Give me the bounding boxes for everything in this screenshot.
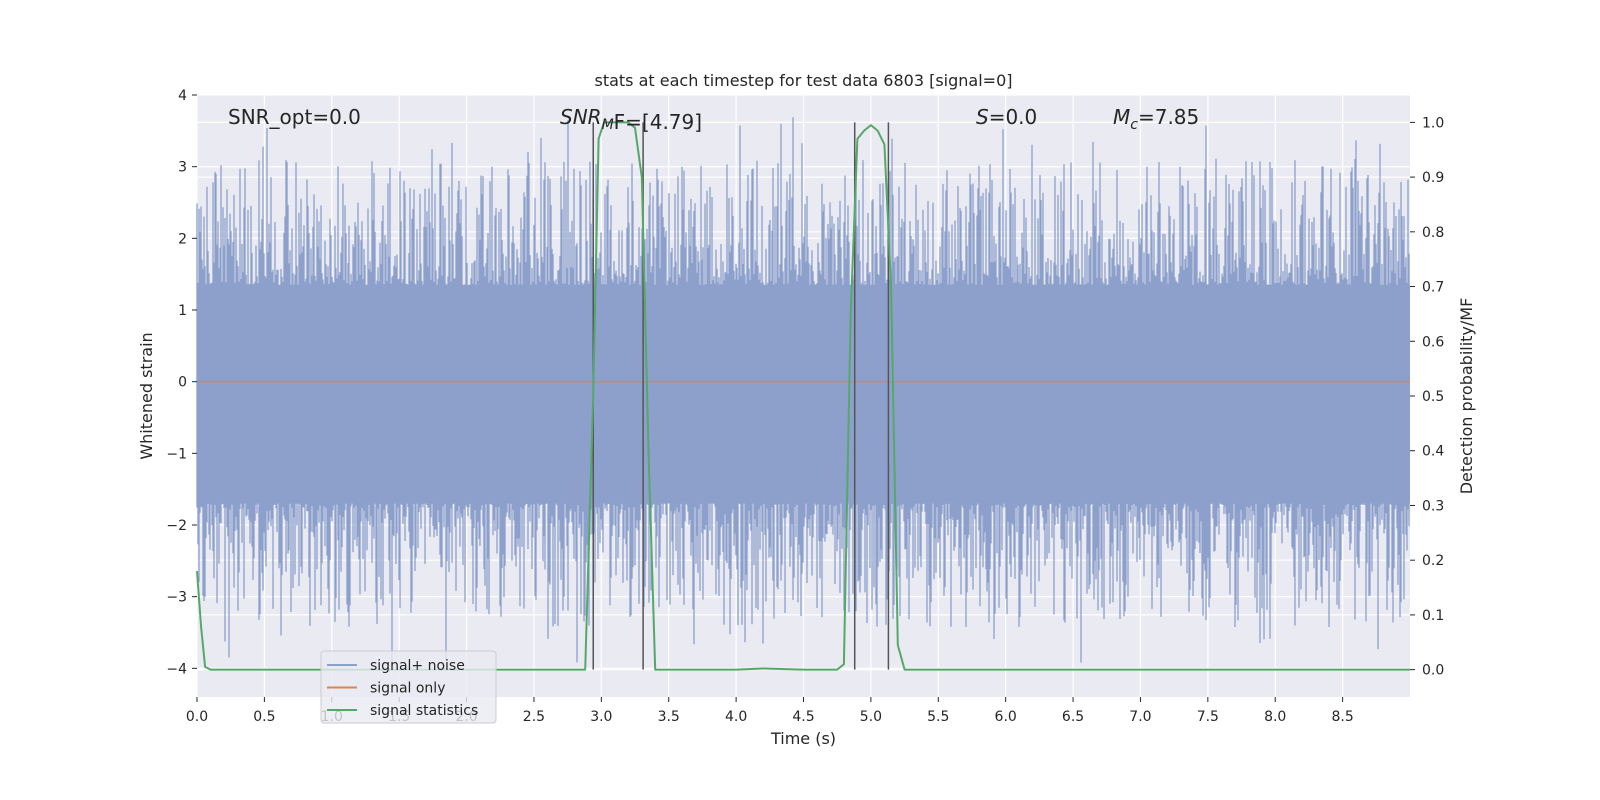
mc-symbol: M [1113, 105, 1130, 129]
x-tick-label: 3.5 [658, 709, 680, 725]
annotation-s: S=0.0 [976, 105, 1037, 129]
y-tick-label: 0 [178, 375, 187, 391]
y2-tick-label: 0.3 [1422, 498, 1444, 514]
x-axis-label: Time (s) [770, 729, 836, 748]
snr-mf-subscript: M [602, 117, 614, 133]
mc-subscript: c [1130, 117, 1138, 133]
annotation-snr-mf: SNRMF=[4.79] [560, 105, 702, 134]
legend-box [320, 650, 497, 724]
x-tick-label: 7.0 [1129, 709, 1151, 725]
s-rest: =0.0 [989, 105, 1038, 129]
y2-tick-label: 1.0 [1422, 115, 1444, 131]
y-tick-label: 4 [178, 88, 187, 104]
legend-label: signal only [370, 681, 445, 697]
y-tick-label: −2 [166, 518, 187, 534]
mc-rest: =7.85 [1138, 105, 1199, 129]
x-tick-label: 7.5 [1197, 709, 1219, 725]
annotation-snr-opt: SNR_opt=0.0 [228, 105, 361, 129]
x-tick-label: 2.5 [523, 709, 545, 725]
y-tick-label: −3 [166, 590, 187, 606]
snr-mf-rest: F=[4.79] [614, 110, 702, 134]
y-tick-label: −4 [166, 661, 187, 677]
x-tick-label: 4.5 [792, 709, 814, 725]
x-tick-label: 0.0 [186, 709, 208, 725]
y2-tick-label: 0.7 [1422, 280, 1444, 296]
y-tick-label: 1 [178, 303, 187, 319]
y-tick-label: 2 [178, 231, 187, 247]
legend-label: signal statistics [370, 703, 478, 719]
y2-tick-label: 0.0 [1422, 663, 1444, 679]
x-tick-label: 6.0 [995, 709, 1017, 725]
y2-tick-label: 0.5 [1422, 389, 1444, 405]
y-tick-label: 3 [178, 160, 187, 176]
y-axis-label: Whitened strain [137, 332, 156, 459]
noise-series [196, 117, 1410, 664]
ticks: 0.00.51.01.52.02.53.03.54.04.55.05.56.06… [166, 88, 1444, 725]
x-tick-label: 6.5 [1062, 709, 1084, 725]
y2-tick-label: 0.1 [1422, 608, 1444, 624]
y2-tick-label: 0.2 [1422, 553, 1444, 569]
snr-mf-symbol: SNR [560, 105, 602, 129]
y-tick-label: −1 [166, 446, 187, 462]
y2-tick-label: 0.6 [1422, 334, 1444, 350]
x-tick-label: 0.5 [253, 709, 275, 725]
x-tick-label: 5.5 [927, 709, 949, 725]
y2-axis-label: Detection probability/MF [1457, 298, 1476, 495]
legend-label: signal+ noise [370, 658, 465, 674]
y2-tick-label: 0.8 [1422, 225, 1444, 241]
x-tick-label: 8.0 [1264, 709, 1286, 725]
x-tick-label: 3.0 [590, 709, 612, 725]
chart-title: stats at each timestep for test data 680… [594, 71, 1012, 90]
y2-tick-label: 0.4 [1422, 444, 1444, 460]
y2-tick-label: 0.9 [1422, 170, 1444, 186]
x-tick-label: 4.0 [725, 709, 747, 725]
x-tick-label: 5.0 [860, 709, 882, 725]
line-series [196, 121, 1410, 671]
noise-trace [196, 117, 1410, 664]
s-symbol: S [976, 105, 989, 129]
legend: signal+ noise signal only signal statistic… [320, 650, 497, 724]
annotation-mc: Mc=7.85 [1113, 105, 1199, 133]
x-tick-label: 8.5 [1331, 709, 1353, 725]
